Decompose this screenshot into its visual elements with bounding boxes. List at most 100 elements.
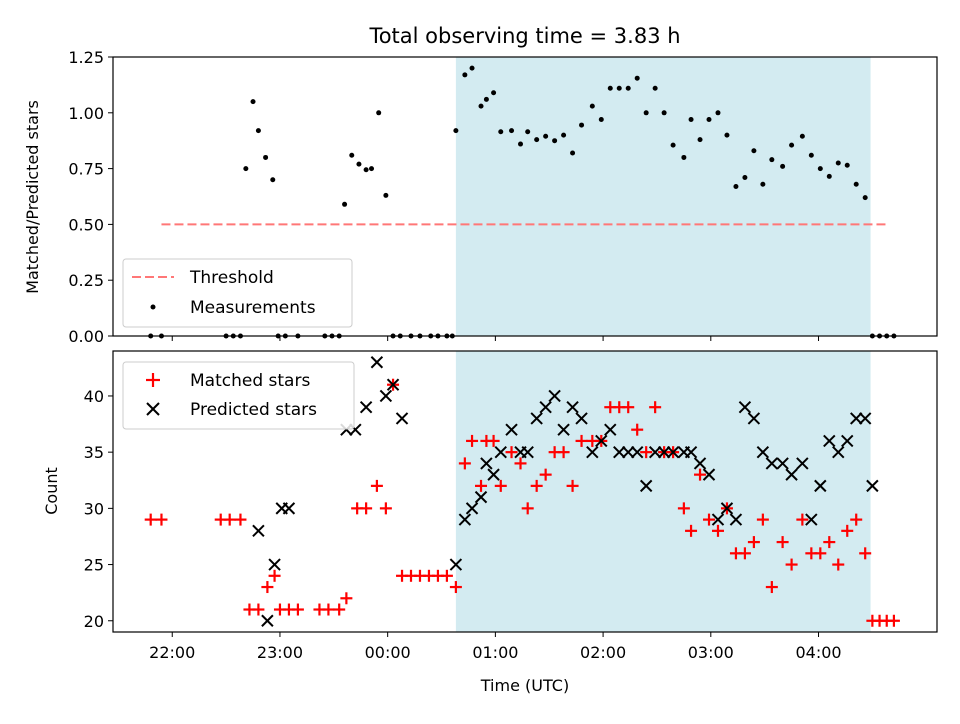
predicted-star-stroke-b xyxy=(639,479,653,493)
top-y-tick-label: 0.75 xyxy=(68,160,104,179)
measurement-point xyxy=(661,110,667,116)
matched-stars-points xyxy=(144,378,900,627)
measurement-point xyxy=(780,163,786,169)
predicted-star-point xyxy=(776,457,789,470)
measurement-point xyxy=(518,141,524,147)
predicted-star-point xyxy=(858,412,872,425)
matched-star-point xyxy=(776,536,789,549)
measurement-point xyxy=(579,122,585,128)
predicted-star-stroke-b xyxy=(349,423,362,436)
predicted-star-stroke-b xyxy=(720,502,734,515)
measurement-point xyxy=(543,133,549,139)
measurement-point xyxy=(469,65,475,71)
matched-star-point xyxy=(859,547,872,560)
matched-star-point xyxy=(640,446,653,459)
predicted-star-stroke-b xyxy=(666,445,680,459)
measurement-point xyxy=(598,116,604,122)
predicted-star-stroke-b xyxy=(379,389,393,403)
predicted-star-stroke-b xyxy=(505,423,518,436)
predicted-star-point xyxy=(530,412,543,425)
measurement-point xyxy=(509,128,515,134)
predicted-star-stroke-b xyxy=(747,412,761,425)
predicted-star-stroke-b xyxy=(765,457,779,470)
predicted-star-point xyxy=(648,445,662,459)
predicted-star-point xyxy=(557,423,570,436)
matched-star-point xyxy=(360,502,373,515)
bottom-legend-box xyxy=(122,361,355,430)
measurement-point xyxy=(483,96,489,102)
predicted-star-stroke-b xyxy=(729,513,743,526)
predicted-star-point xyxy=(796,457,809,470)
matched-star-point xyxy=(340,592,353,605)
matched-star-point xyxy=(850,513,863,526)
measurement-point xyxy=(534,137,540,143)
measurement-point xyxy=(561,132,567,138)
predicted-star-stroke-b xyxy=(841,434,854,448)
predicted-star-point xyxy=(595,434,608,448)
predicted-star-point xyxy=(480,457,493,470)
predicted-star-stroke-b xyxy=(449,558,463,571)
matched-star-point xyxy=(223,513,236,526)
matched-star-point xyxy=(494,479,507,492)
legend-matched-label: Matched stars xyxy=(190,371,310,391)
predicted-star-stroke-b xyxy=(823,434,836,448)
predicted-star-stroke-b xyxy=(261,614,274,627)
bottom-y-tick-label: 20 xyxy=(84,612,104,631)
predicted-star-stroke-b xyxy=(539,400,552,414)
measurement-point xyxy=(453,128,459,134)
predicted-star-point xyxy=(539,400,552,414)
measurement-point xyxy=(243,166,249,172)
bottom-x-tick-label: 03:00 xyxy=(688,643,734,662)
legend-threshold-label: Threshold xyxy=(189,268,274,288)
top-y-tick-label: 1.00 xyxy=(68,104,104,123)
predicted-star-stroke-b xyxy=(711,513,725,526)
predicted-star-point xyxy=(622,445,635,459)
measurement-point xyxy=(706,116,712,122)
predicted-star-point xyxy=(785,468,798,481)
matched-star-point xyxy=(155,513,168,526)
predicted-star-point xyxy=(268,558,281,571)
matched-star-point xyxy=(268,569,281,582)
predicted-star-stroke-b xyxy=(648,445,662,459)
predicted-star-stroke-b xyxy=(586,445,599,459)
matched-star-point xyxy=(631,423,644,436)
measurement-point xyxy=(853,181,859,187)
bottom-y-tick-label: 40 xyxy=(84,387,104,406)
measurement-point xyxy=(625,85,631,91)
matched-star-point xyxy=(252,603,265,616)
predicted-star-stroke-b xyxy=(566,400,579,414)
matched-star-point xyxy=(711,524,724,537)
predicted-star-point xyxy=(575,412,588,425)
matched-star-point xyxy=(814,547,827,560)
matched-star-point xyxy=(144,513,157,526)
measurement-point xyxy=(789,142,795,148)
bottom-y-tick-label: 35 xyxy=(84,443,104,462)
predicted-star-point xyxy=(814,479,827,493)
measurement-point xyxy=(760,181,766,187)
measurement-point xyxy=(862,195,868,201)
chart-title: Total observing time = 3.83 h xyxy=(368,24,680,48)
top-panel: 0.00 0.25 0.50 0.75 1.00 1.25 Matched/Predict… xyxy=(23,48,938,346)
matched-star-point xyxy=(622,401,635,414)
predicted-star-point xyxy=(252,524,265,538)
measurement-point xyxy=(751,148,757,154)
matched-star-point xyxy=(466,434,479,447)
predicted-star-point xyxy=(458,513,472,526)
predicted-star-stroke-b xyxy=(521,445,534,459)
predicted-star-point xyxy=(630,445,644,459)
predicted-star-stroke-b xyxy=(395,412,409,425)
measurement-point xyxy=(462,72,468,78)
predicted-star-stroke-b xyxy=(530,412,543,425)
legend-measurements-label: Measurements xyxy=(190,298,316,318)
measurement-point xyxy=(799,133,805,139)
top-y-tick-label: 1.25 xyxy=(68,48,104,67)
measurement-point xyxy=(383,192,389,198)
measurement-point xyxy=(525,129,531,135)
matched-star-point xyxy=(505,446,518,459)
top-y-ticks: 0.00 0.25 0.50 0.75 1.00 1.25 xyxy=(68,48,113,346)
predicted-star-point xyxy=(494,445,507,459)
matched-star-point xyxy=(765,581,778,594)
predicted-star-point xyxy=(370,356,384,369)
predicted-star-point xyxy=(657,445,671,459)
